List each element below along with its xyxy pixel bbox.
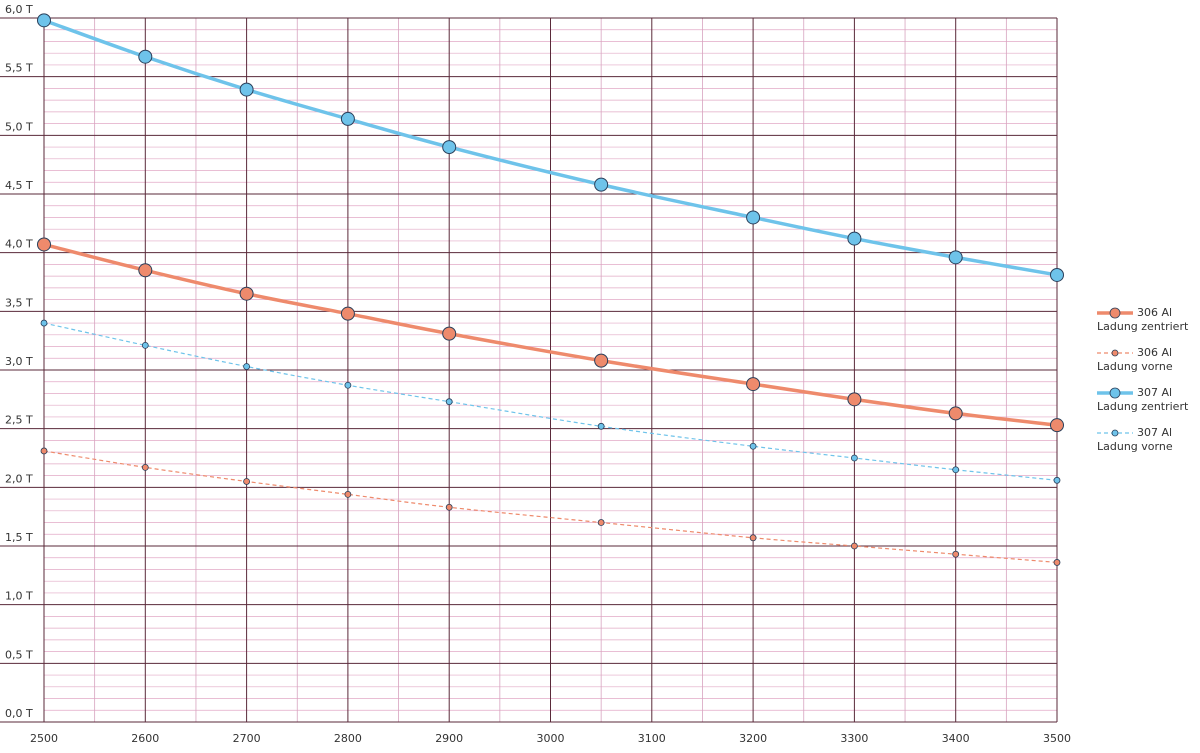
x-tick-label: 3400 (942, 732, 970, 745)
y-tick-label: 2,5 T (5, 414, 33, 427)
y-tick-label: 1,0 T (5, 590, 33, 603)
data-point (851, 542, 858, 550)
data-point (340, 306, 355, 321)
data-point (746, 377, 761, 392)
legend-label: 307 Al Ladung zentriert (1097, 386, 1189, 413)
y-tick-label: 0,0 T (5, 707, 33, 720)
data-point (243, 363, 251, 370)
x-tick-label: 3300 (840, 732, 868, 745)
data-point (851, 454, 858, 462)
y-tick-label: 2,0 T (5, 472, 33, 485)
data-point (445, 398, 453, 406)
data-point (746, 210, 761, 225)
y-tick-label: 3,0 T (5, 355, 33, 368)
x-tick-label: 2600 (131, 732, 159, 745)
data-point (847, 392, 862, 407)
y-tick-label: 3,5 T (5, 296, 33, 309)
data-point (1050, 267, 1064, 282)
legend-marker (1109, 387, 1121, 399)
legend-marker (1111, 349, 1119, 357)
data-point (37, 237, 51, 252)
data-point (594, 353, 609, 368)
data-point (1053, 559, 1061, 566)
x-tick-label: 2800 (334, 732, 362, 745)
legend-label: 306 Al Ladung vorne (1097, 346, 1173, 373)
x-tick-label: 3000 (537, 732, 565, 745)
data-point (138, 263, 153, 278)
x-tick-label: 3100 (638, 732, 666, 745)
data-point (239, 286, 254, 301)
data-point (847, 231, 862, 246)
data-point (40, 319, 48, 327)
y-tick-label: 6,0 T (5, 3, 33, 16)
data-point (37, 13, 51, 28)
data-point (948, 250, 963, 265)
data-point (1050, 418, 1064, 433)
x-tick-label: 3500 (1043, 732, 1071, 745)
x-tick-label: 2500 (30, 732, 58, 745)
y-tick-label: 4,0 T (5, 238, 33, 251)
legend-marker (1109, 307, 1121, 319)
data-point (40, 447, 48, 455)
data-point (239, 82, 254, 97)
y-tick-label: 5,5 T (5, 62, 33, 75)
data-point (597, 519, 605, 526)
data-point (445, 503, 453, 511)
y-tick-label: 5,0 T (5, 120, 33, 133)
data-point (340, 111, 355, 126)
data-point (594, 177, 609, 192)
data-point (749, 442, 757, 450)
data-point (597, 422, 605, 430)
data-point (1053, 476, 1061, 484)
data-point (948, 406, 963, 421)
x-tick-label: 2700 (233, 732, 261, 745)
data-point (138, 49, 153, 64)
data-point (141, 463, 149, 471)
y-tick-label: 1,5 T (5, 531, 33, 544)
data-point (243, 478, 251, 485)
y-tick-label: 0,5 T (5, 648, 33, 661)
data-point (442, 326, 457, 341)
data-point (952, 466, 960, 474)
series-line (43, 18, 1058, 277)
legend-marker (1111, 429, 1119, 437)
data-point (442, 140, 457, 155)
data-point (952, 550, 960, 558)
series-line (43, 242, 1058, 427)
data-point (344, 381, 352, 389)
x-tick-label: 3200 (739, 732, 767, 745)
x-tick-label: 2900 (435, 732, 463, 745)
legend-label: 306 Al Ladung zentriert (1097, 306, 1189, 333)
legend-label: 307 Al Ladung vorne (1097, 426, 1173, 453)
data-point (749, 534, 757, 542)
series-line (43, 322, 1058, 481)
data-point (344, 490, 352, 498)
data-point (141, 341, 149, 349)
y-tick-label: 4,5 T (5, 179, 33, 192)
